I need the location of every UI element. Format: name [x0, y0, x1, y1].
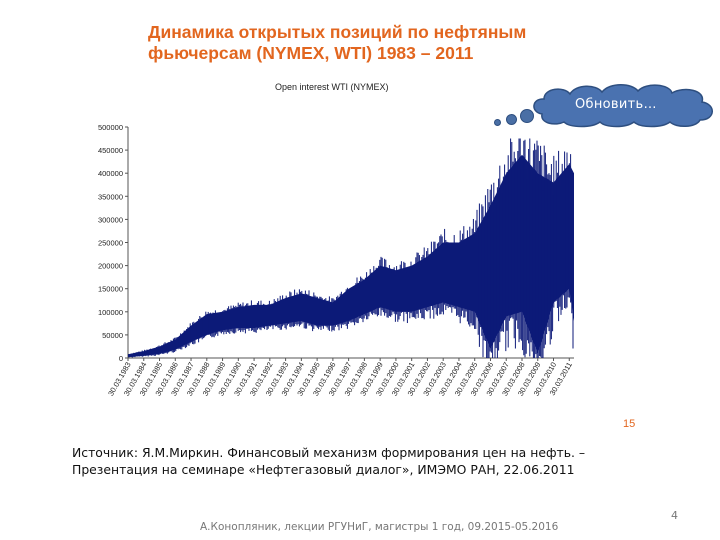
y-tick-label: 0: [119, 354, 123, 363]
slide-title: Динамика открытых позиций по нефтяным фь…: [148, 22, 527, 63]
decorative-dot-small: [494, 119, 501, 126]
y-tick-label: 400000: [98, 169, 123, 178]
y-tick-label: 150000: [98, 285, 123, 294]
slide-number: 4: [671, 509, 678, 522]
inner-page-number: 15: [623, 418, 636, 430]
source-citation: Источник: Я.М.Миркин. Финансовый механиз…: [72, 445, 586, 477]
y-tick-label: 350000: [98, 192, 123, 201]
y-tick-label: 450000: [98, 146, 123, 155]
chart-title: Open interest WTI (NYMEX): [275, 82, 389, 92]
refresh-cloud-button[interactable]: [530, 82, 720, 128]
y-tick-label: 500000: [98, 123, 123, 132]
y-tick-label: 200000: [98, 262, 123, 271]
y-tick-label: 300000: [98, 215, 123, 224]
decorative-dot-medium: [506, 114, 517, 125]
open-interest-chart: 0 50000 100000 150000 200000 250000 300000 3500…: [98, 123, 574, 398]
y-tick-label: 100000: [98, 308, 123, 317]
y-tick-label: 250000: [98, 239, 123, 248]
footer-text: А.Конопляник, лекции РГУНиГ, магистры 1 …: [200, 521, 559, 533]
open-interest-spikes: [128, 138, 574, 358]
y-tick-label: 50000: [102, 331, 123, 340]
refresh-button-label[interactable]: Обновить…: [575, 97, 657, 112]
decorative-dot-large: [520, 109, 534, 123]
